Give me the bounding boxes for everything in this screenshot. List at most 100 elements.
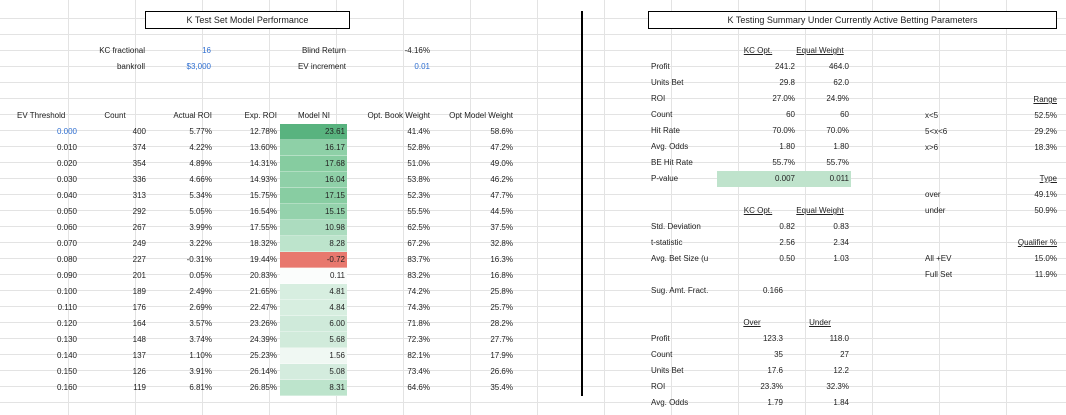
cell-opt-book-weight[interactable]: 73.4%	[407, 367, 430, 376]
summary-label[interactable]: Count	[651, 110, 673, 119]
summary-equal-weight-value[interactable]: 62.0	[833, 78, 849, 87]
cell-model-ni[interactable]: 17.15	[280, 188, 347, 204]
cell-opt-book-weight[interactable]: 74.3%	[407, 303, 430, 312]
cell-exp-roi[interactable]: 13.60%	[249, 143, 277, 152]
type-value[interactable]: 49.1%	[1034, 190, 1057, 199]
cell-actual-roi[interactable]: 3.22%	[189, 239, 212, 248]
ou-over-value[interactable]: 35	[774, 350, 783, 359]
ou-over-value[interactable]: 1.79	[767, 398, 783, 407]
cell-ev-threshold[interactable]: 0.030	[56, 175, 77, 184]
cell-model-ni[interactable]: 16.17	[280, 140, 347, 156]
summary-equal-weight-value[interactable]: 55.7%	[826, 158, 849, 167]
cell-opt-book-weight[interactable]: 52.3%	[407, 191, 430, 200]
ou-label[interactable]: Avg. Odds	[651, 398, 689, 407]
cell-model-ni[interactable]: 4.81	[280, 284, 347, 300]
qualifier-label[interactable]: Full Set	[925, 270, 953, 279]
summary-kc-opt-value[interactable]: 1.80	[779, 142, 795, 151]
cell-exp-roi[interactable]: 19.44%	[249, 255, 277, 264]
cell-exp-roi[interactable]: 25.23%	[249, 351, 277, 360]
ou-over-value[interactable]: 17.6	[767, 366, 783, 375]
cell-count[interactable]: 313	[132, 191, 146, 200]
cell-opt-model-weight[interactable]: 32.8%	[490, 239, 513, 248]
cell-ev-threshold[interactable]: 0.020	[56, 159, 77, 168]
stats-kc-opt-value[interactable]: 2.56	[779, 238, 795, 247]
ou-label[interactable]: Units Bet	[651, 366, 684, 375]
cell-opt-book-weight[interactable]: 64.6%	[407, 383, 430, 392]
cell-actual-roi[interactable]: 5.77%	[189, 127, 212, 136]
cell-actual-roi[interactable]: 2.69%	[189, 303, 212, 312]
cell-ev-threshold[interactable]: 0.090	[56, 271, 77, 280]
summary-label[interactable]: Profit	[651, 62, 670, 71]
range-value[interactable]: 52.5%	[1034, 111, 1057, 120]
summary-equal-weight-value[interactable]: 70.0%	[826, 126, 849, 135]
cell-exp-roi[interactable]: 17.55%	[249, 223, 277, 232]
cell-count[interactable]: 292	[132, 207, 146, 216]
cell-exp-roi[interactable]: 26.14%	[249, 367, 277, 376]
cell-ev-threshold[interactable]: 0.070	[56, 239, 77, 248]
summary-kc-opt-value[interactable]: 29.8	[779, 78, 795, 87]
cell-count[interactable]: 119	[133, 383, 146, 392]
cell-actual-roi[interactable]: 3.99%	[189, 223, 212, 232]
cell-ev-threshold[interactable]: 0.150	[56, 367, 77, 376]
cell-model-ni[interactable]: 1.56	[280, 348, 347, 364]
cell-model-ni[interactable]: 6.00	[280, 316, 347, 332]
summary-kc-opt-value[interactable]: 27.0%	[772, 94, 795, 103]
cell-count[interactable]: 148	[132, 335, 146, 344]
cell-exp-roi[interactable]: 12.78%	[249, 127, 277, 136]
ou-over-value[interactable]: 23.3%	[760, 382, 783, 391]
cell-ev-threshold[interactable]: 0.110	[57, 303, 77, 312]
summary-equal-weight-value[interactable]: 0.011	[797, 171, 851, 187]
cell-count[interactable]: 189	[132, 287, 146, 296]
cell-opt-model-weight[interactable]: 35.4%	[490, 383, 513, 392]
cell-exp-roi[interactable]: 14.31%	[249, 159, 277, 168]
summary-label[interactable]: Hit Rate	[651, 126, 680, 135]
ou-label[interactable]: Count	[651, 350, 673, 359]
cell-opt-model-weight[interactable]: 16.8%	[490, 271, 513, 280]
summary-label[interactable]: Units Bet	[651, 78, 684, 87]
cell-count[interactable]: 164	[132, 319, 146, 328]
cell-opt-model-weight[interactable]: 58.6%	[490, 127, 513, 136]
cell-count[interactable]: 249	[132, 239, 146, 248]
param-value-bankroll[interactable]: $3,000	[186, 62, 211, 71]
cell-opt-book-weight[interactable]: 41.4%	[407, 127, 430, 136]
cell-opt-model-weight[interactable]: 46.2%	[490, 175, 513, 184]
stats-kc-opt-value[interactable]: 0.82	[779, 222, 795, 231]
cell-model-ni[interactable]: 5.08	[280, 364, 347, 380]
cell-exp-roi[interactable]: 23.26%	[249, 319, 277, 328]
cell-opt-book-weight[interactable]: 74.2%	[407, 287, 430, 296]
cell-opt-model-weight[interactable]: 16.3%	[490, 255, 513, 264]
cell-ev-threshold[interactable]: 0.100	[56, 287, 77, 296]
cell-actual-roi[interactable]: 2.49%	[189, 287, 212, 296]
cell-actual-roi[interactable]: -0.31%	[186, 255, 212, 264]
range-value[interactable]: 18.3%	[1034, 143, 1057, 152]
cell-opt-book-weight[interactable]: 83.7%	[407, 255, 430, 264]
summary-kc-opt-value[interactable]: 60	[786, 110, 795, 119]
summary-kc-opt-value[interactable]: 241.2	[774, 62, 795, 71]
range-label[interactable]: 5<x<6	[925, 127, 948, 136]
cell-ev-threshold[interactable]: 0.160	[56, 383, 77, 392]
cell-exp-roi[interactable]: 21.65%	[249, 287, 277, 296]
cell-opt-model-weight[interactable]: 49.0%	[490, 159, 513, 168]
range-value[interactable]: 29.2%	[1034, 127, 1057, 136]
cell-opt-book-weight[interactable]: 72.3%	[407, 335, 430, 344]
type-value[interactable]: 50.9%	[1034, 206, 1057, 215]
cell-opt-book-weight[interactable]: 51.0%	[407, 159, 430, 168]
cell-exp-roi[interactable]: 22.47%	[249, 303, 277, 312]
cell-model-ni[interactable]: 16.04	[280, 172, 347, 188]
cell-exp-roi[interactable]: 26.85%	[249, 383, 277, 392]
cell-exp-roi[interactable]: 14.93%	[249, 175, 277, 184]
summary-kc-opt-value[interactable]: 0.007	[717, 171, 797, 187]
cell-count[interactable]: 267	[132, 223, 146, 232]
cell-actual-roi[interactable]: 4.22%	[189, 143, 212, 152]
ou-under-value[interactable]: 12.2	[833, 366, 849, 375]
cell-actual-roi[interactable]: 3.74%	[189, 335, 212, 344]
cell-model-ni[interactable]: 4.84	[280, 300, 347, 316]
cell-opt-model-weight[interactable]: 47.2%	[490, 143, 513, 152]
cell-opt-book-weight[interactable]: 67.2%	[407, 239, 430, 248]
cell-count[interactable]: 227	[132, 255, 146, 264]
cell-ev-threshold[interactable]: 0.120	[56, 319, 77, 328]
cell-opt-book-weight[interactable]: 62.5%	[407, 223, 430, 232]
cell-model-ni[interactable]: 15.15	[280, 204, 347, 220]
cell-exp-roi[interactable]: 20.83%	[249, 271, 277, 280]
cell-count[interactable]: 374	[132, 143, 146, 152]
